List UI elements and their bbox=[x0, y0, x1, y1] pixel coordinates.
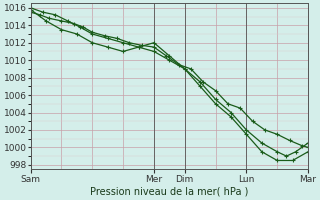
X-axis label: Pression niveau de la mer( hPa ): Pression niveau de la mer( hPa ) bbox=[90, 187, 249, 197]
